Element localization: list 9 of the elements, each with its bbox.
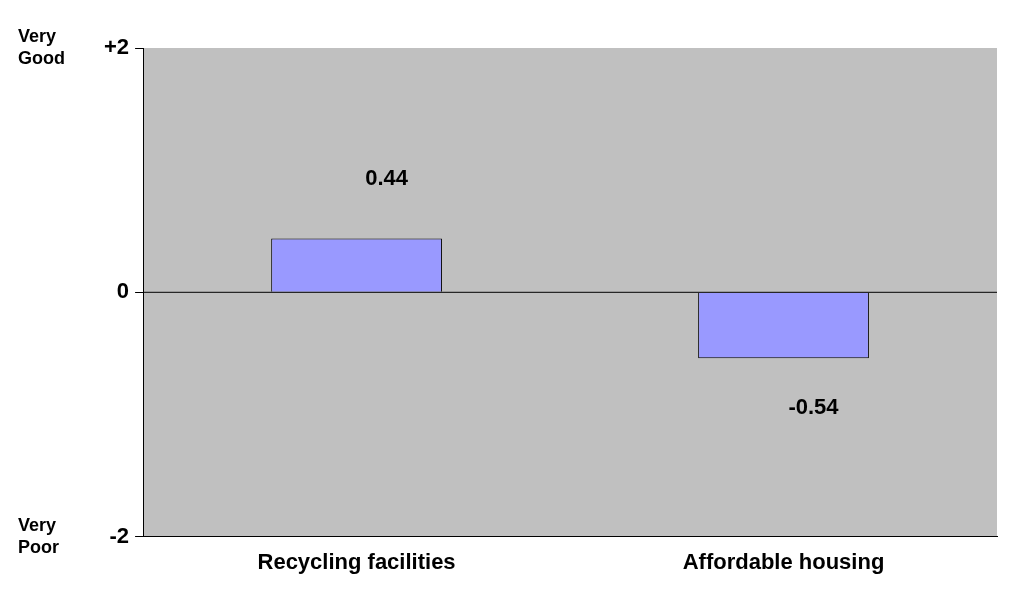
- x-tick-label: Affordable housing: [682, 548, 885, 574]
- data-label: -0.54: [788, 394, 840, 420]
- y-tick-label: 0: [116, 278, 130, 304]
- data-label: 0.44: [365, 164, 409, 190]
- text: Very Good: [18, 25, 65, 68]
- x-tick-label: Recycling facilities: [257, 548, 456, 574]
- y-tick-label: +2: [103, 34, 130, 60]
- y-tick-label: -2: [109, 522, 130, 548]
- text: Very Poor: [18, 514, 60, 557]
